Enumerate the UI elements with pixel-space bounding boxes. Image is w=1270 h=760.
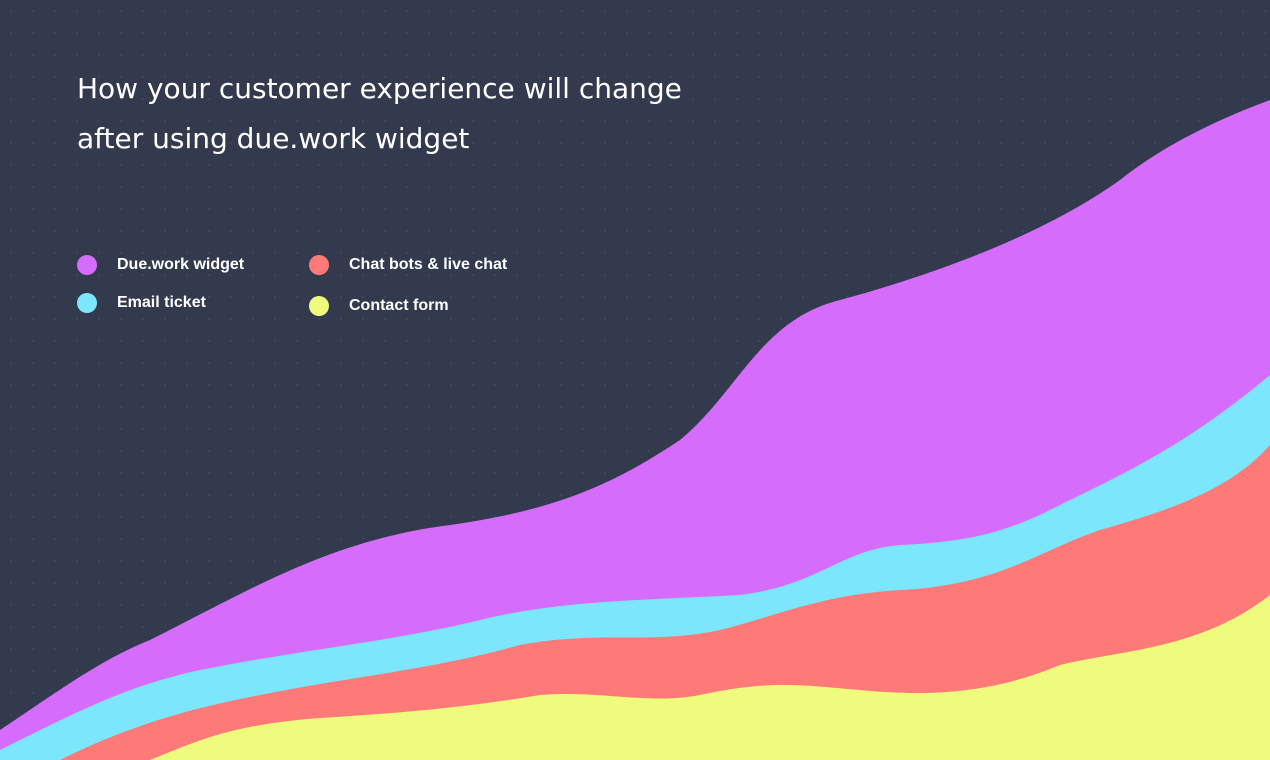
area <box>150 595 1270 760</box>
legend-label: Email ticket <box>117 294 207 311</box>
title-line: after using due.work widget <box>77 122 469 155</box>
legend-dot <box>309 255 329 275</box>
legend-label: Chat bots & live chat <box>349 256 508 273</box>
legend-dot <box>77 293 97 313</box>
area <box>60 445 1270 760</box>
legend-dot <box>77 255 97 275</box>
legend-label: Due.work widget <box>117 256 245 273</box>
legend-label: Contact form <box>349 297 449 314</box>
title-line: How your customer experience will change <box>77 72 682 105</box>
legend-dot <box>309 296 329 316</box>
